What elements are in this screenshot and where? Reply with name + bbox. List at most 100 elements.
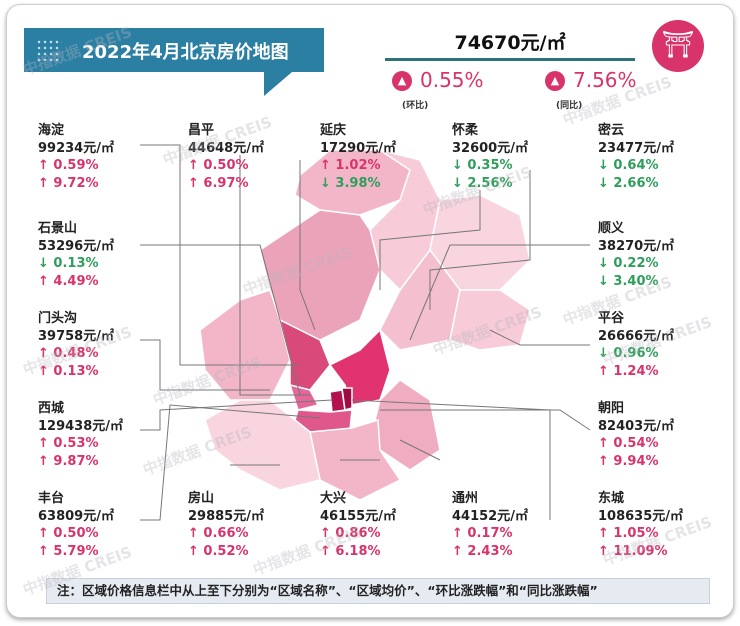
total-yoy: ▲ 7.56%	[545, 68, 637, 92]
district-info: 大兴 46155元/㎡ ↑ 0.86% ↑ 6.18%	[320, 490, 396, 560]
district-info: 昌平 44648元/㎡ ↑ 0.50% ↑ 6.97%	[188, 122, 264, 192]
district-info: 石景山 53296元/㎡ ↓ 0.13% ↑ 4.49%	[38, 220, 114, 290]
district-price: 32600元/㎡	[452, 140, 528, 156]
mom-label: (环比)	[402, 101, 429, 111]
district-name: 丰台	[38, 491, 65, 506]
district-name: 海淀	[38, 123, 65, 138]
district-info: 延庆 17290元/㎡ ↑ 1.02% ↓ 3.98%	[320, 122, 396, 192]
district-yoy: ↑ 5.79%	[38, 543, 99, 559]
total-mom-value: 0.55%	[420, 68, 484, 92]
district-info: 平谷 26666元/㎡ ↓ 0.96% ↑ 1.24%	[598, 310, 674, 380]
district-info: 密云 23477元/㎡ ↓ 0.64% ↓ 2.66%	[598, 122, 674, 192]
district-mom: ↑ 0.50%	[38, 526, 99, 541]
district-mom: ↑ 0.53%	[38, 436, 99, 451]
district-price: 44152元/㎡	[452, 508, 528, 524]
district-name: 怀柔	[452, 123, 479, 138]
district-mom: ↑ 0.66%	[188, 526, 249, 541]
district-yoy: ↑ 1.24%	[598, 363, 659, 379]
district-info: 丰台 63809元/㎡ ↑ 0.50% ↑ 5.79%	[38, 490, 114, 560]
district-name: 通州	[452, 491, 479, 506]
district-mom: ↓ 0.64%	[598, 158, 659, 173]
district-yoy: ↑ 9.72%	[38, 175, 99, 191]
district-price: 39758元/㎡	[38, 328, 114, 344]
district-mom: ↑ 1.02%	[320, 158, 381, 173]
district-name: 朝阳	[598, 401, 625, 416]
map-huairou	[369, 149, 441, 292]
district-name: 门头沟	[38, 311, 78, 326]
district-mom: ↓ 0.13%	[38, 256, 99, 271]
district-yoy: ↓ 2.66%	[598, 175, 659, 191]
district-price: 108635元/㎡	[598, 508, 684, 524]
district-yoy: ↑ 6.18%	[320, 543, 381, 559]
district-info: 门头沟 39758元/㎡ ↑ 0.48% ↑ 0.13%	[38, 310, 114, 380]
district-info: 朝阳 82403元/㎡ ↑ 0.54% ↑ 9.94%	[598, 400, 674, 470]
district-price: 82403元/㎡	[598, 418, 674, 434]
district-price: 44648元/㎡	[188, 140, 264, 156]
map-dongcheng	[341, 387, 353, 411]
district-mom: ↑ 1.05%	[598, 526, 659, 541]
district-name: 东城	[598, 491, 625, 506]
district-price: 99234元/㎡	[38, 140, 114, 156]
total-yoy-value: 7.56%	[573, 68, 637, 92]
district-mom: ↑ 0.86%	[320, 526, 381, 541]
district-yoy: ↑ 9.94%	[598, 453, 659, 469]
map-shijingshan	[288, 383, 320, 411]
district-name: 昌平	[188, 123, 215, 138]
district-yoy: ↑ 0.52%	[188, 543, 249, 559]
total-price: 74670元/㎡	[454, 32, 566, 54]
district-price: 29885元/㎡	[188, 508, 264, 524]
district-mom: ↑ 0.17%	[452, 526, 513, 541]
district-yoy: ↑ 6.97%	[188, 175, 249, 191]
district-name: 大兴	[320, 491, 347, 506]
district-name: 顺义	[598, 221, 625, 236]
map-fangshan	[204, 399, 321, 491]
district-price: 17290元/㎡	[320, 140, 396, 156]
district-info: 房山 29885元/㎡ ↑ 0.66% ↑ 0.52%	[188, 490, 264, 560]
district-mom: ↓ 0.96%	[598, 346, 659, 361]
district-mom: ↑ 0.48%	[38, 346, 99, 361]
district-name: 平谷	[598, 311, 625, 326]
district-yoy: ↑ 11.09%	[598, 543, 668, 559]
title-banner: 2022年4月北京房价地图	[24, 28, 324, 96]
district-price: 26666元/㎡	[598, 328, 674, 344]
district-info: 通州 44152元/㎡ ↑ 0.17% ↑ 2.43%	[452, 490, 528, 560]
district-yoy: ↓ 2.56%	[452, 175, 513, 191]
dots-icon	[36, 39, 62, 61]
district-price: 46155元/㎡	[320, 508, 396, 524]
district-info: 海淀 99234元/㎡ ↑ 0.59% ↑ 9.72%	[38, 122, 114, 192]
page-title: 2022年4月北京房价地图	[82, 42, 289, 63]
district-info: 东城 108635元/㎡ ↑ 1.05% ↑ 11.09%	[598, 490, 683, 560]
divider	[385, 58, 635, 61]
district-name: 密云	[598, 123, 625, 138]
district-mom: ↑ 0.59%	[38, 158, 99, 173]
district-info: 顺义 38270元/㎡ ↓ 0.22% ↓ 3.40%	[598, 220, 674, 290]
district-mom: ↓ 0.22%	[598, 256, 659, 271]
district-info: 西城 129438元/㎡ ↑ 0.53% ↑ 9.87%	[38, 400, 123, 470]
district-name: 西城	[38, 401, 65, 416]
district-yoy: ↑ 0.13%	[38, 363, 99, 379]
temple-of-heaven-icon: ⛩	[652, 20, 704, 72]
district-price: 23477元/㎡	[598, 140, 674, 156]
up-triangle-icon: ▲	[545, 71, 565, 91]
district-name: 房山	[188, 491, 215, 506]
district-mom: ↓ 0.35%	[452, 158, 513, 173]
district-name: 延庆	[320, 123, 347, 138]
district-yoy: ↑ 2.43%	[452, 543, 513, 559]
district-yoy: ↓ 3.40%	[598, 273, 659, 289]
district-name: 石景山	[38, 221, 78, 236]
total-mom: ▲ 0.55%	[392, 68, 484, 92]
district-yoy: ↓ 3.98%	[320, 175, 381, 191]
district-yoy: ↑ 4.49%	[38, 273, 99, 289]
banner-tail	[264, 72, 292, 96]
district-mom: ↑ 0.50%	[188, 158, 249, 173]
district-price: 63809元/㎡	[38, 508, 114, 524]
district-price: 53296元/㎡	[38, 238, 114, 254]
district-price: 129438元/㎡	[38, 418, 124, 434]
district-price: 38270元/㎡	[598, 238, 674, 254]
up-triangle-icon: ▲	[392, 71, 412, 91]
yoy-label: (同比)	[556, 101, 583, 111]
district-mom: ↑ 0.54%	[598, 436, 659, 451]
district-info: 怀柔 32600元/㎡ ↓ 0.35% ↓ 2.56%	[452, 122, 528, 192]
